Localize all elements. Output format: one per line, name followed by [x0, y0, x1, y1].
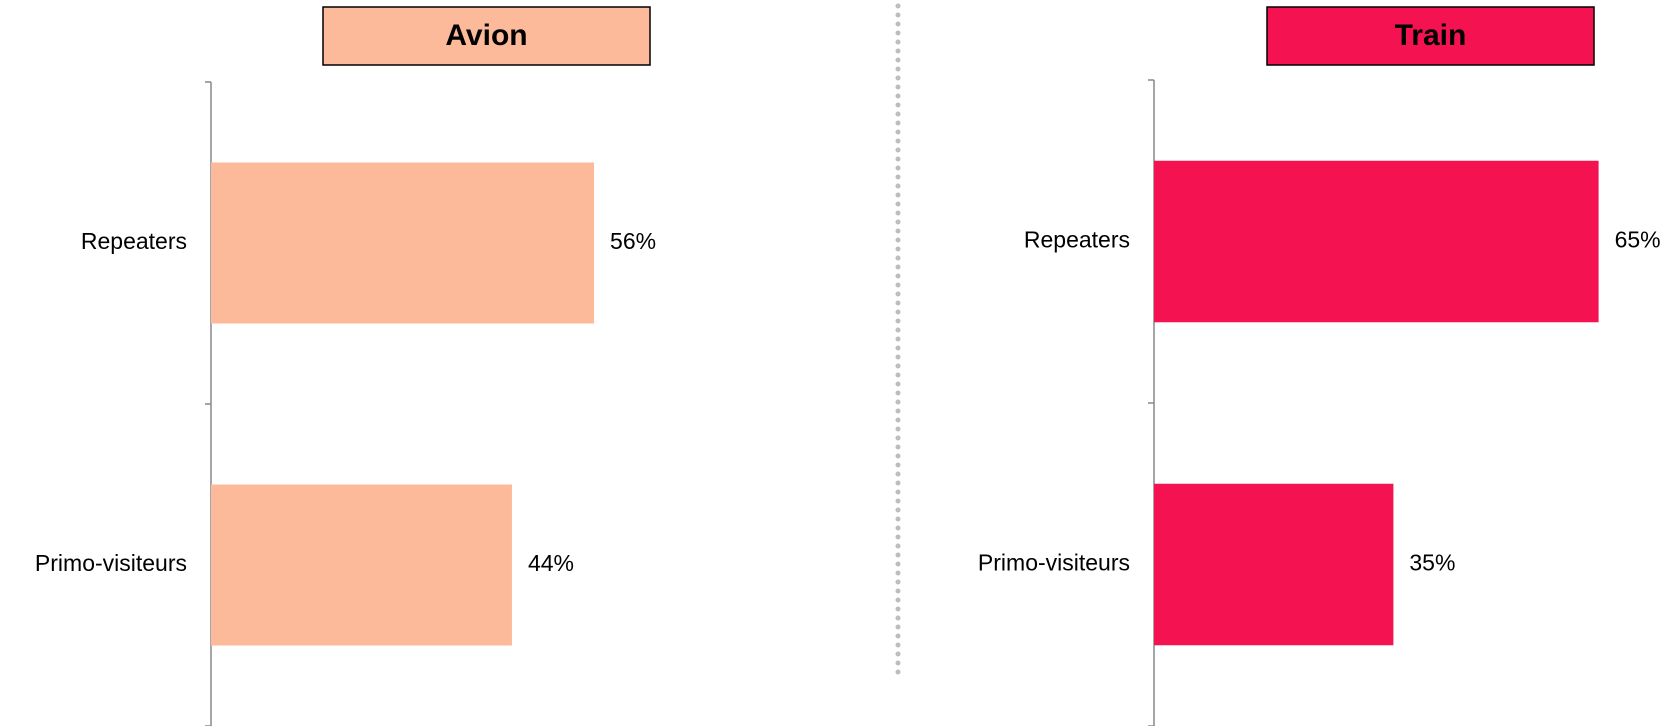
- bar: [211, 484, 512, 646]
- value-label: 56%: [610, 228, 656, 254]
- value-label: 65%: [1615, 227, 1661, 253]
- title: Avion: [445, 19, 527, 52]
- title: Train: [1395, 19, 1467, 52]
- category-label: Primo-visiteurs: [35, 550, 187, 576]
- category-label: Repeaters: [1024, 227, 1130, 253]
- bar: [1154, 483, 1394, 646]
- bar: [1154, 160, 1599, 323]
- title-box: [1266, 6, 1595, 66]
- category-label: Repeaters: [81, 228, 187, 254]
- category-label: Primo-visiteurs: [978, 550, 1130, 576]
- bar: [211, 162, 595, 324]
- value-label: 44%: [528, 550, 574, 576]
- title-box: [322, 6, 651, 66]
- value-label: 35%: [1409, 550, 1455, 576]
